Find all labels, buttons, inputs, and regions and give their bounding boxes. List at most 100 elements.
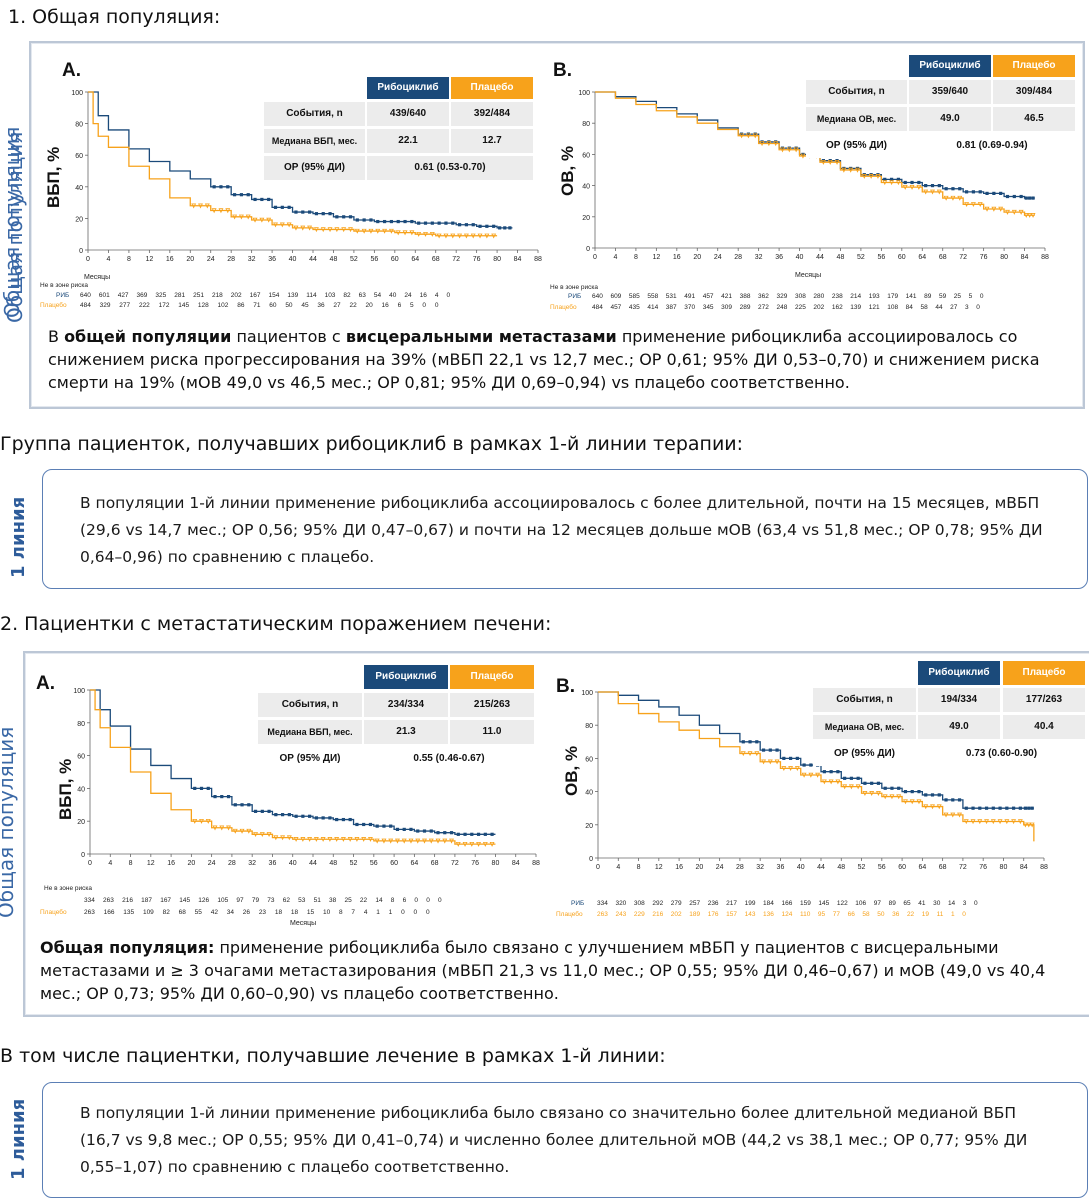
row-median-plc: 46.5	[993, 107, 1075, 131]
x-tick-label: 48	[330, 256, 338, 263]
censor-mark	[999, 191, 1003, 195]
censor-mark	[381, 838, 387, 844]
censor-mark	[423, 221, 428, 225]
censor-mark	[889, 180, 895, 186]
y-tick-label: 0	[81, 852, 85, 859]
censor-mark	[478, 224, 482, 228]
censor-mark	[293, 225, 299, 231]
censor-mark	[443, 233, 449, 239]
censor-mark	[875, 791, 881, 796]
censor-mark	[246, 193, 250, 197]
censor-mark	[1005, 194, 1010, 199]
censor-mark	[300, 837, 306, 842]
censor-mark	[788, 756, 793, 760]
censor-mark	[1012, 194, 1016, 199]
censor-mark	[334, 227, 340, 233]
x-tick-label: 72	[451, 860, 459, 867]
censor-mark	[861, 174, 867, 179]
censor-mark	[219, 185, 223, 189]
x-tick-label: 12	[652, 254, 660, 261]
censor-mark	[334, 837, 340, 842]
censor-mark	[253, 832, 259, 838]
censor-mark	[355, 822, 359, 827]
censor-mark	[745, 133, 751, 139]
censor-mark	[990, 819, 996, 825]
chart1b-risk-rib-label: РИБ	[568, 293, 582, 300]
x-tick-label: 32	[248, 860, 256, 867]
censor-mark	[964, 190, 969, 194]
col-plc-header: Плацебо	[1003, 661, 1085, 685]
censor-mark	[1030, 213, 1036, 218]
censor-mark	[808, 772, 814, 778]
censor-mark	[422, 829, 427, 833]
censor-mark	[308, 814, 312, 818]
x-tick-label: 76	[979, 864, 987, 871]
censor-mark	[992, 191, 996, 195]
y-tick-label: 20	[77, 819, 85, 826]
row-median-plc: 11.0	[450, 720, 534, 744]
censor-mark	[287, 205, 291, 209]
chart2a-risk-plc-label: Плацебо	[40, 909, 67, 916]
censor-mark	[245, 214, 251, 220]
x-tick-label: 48	[837, 254, 845, 261]
y-tick-label: 80	[582, 121, 590, 128]
row-events-plc: 177/263	[1003, 688, 1085, 712]
chart2b-risk-plc-label: Плацебо	[556, 911, 583, 918]
censor-mark	[492, 224, 496, 228]
censor-mark	[273, 222, 278, 228]
x-tick-label: 40	[796, 254, 804, 261]
censor-mark	[863, 781, 867, 785]
x-tick-label: 76	[471, 860, 479, 867]
censor-mark	[882, 180, 888, 186]
x-tick-label: 28	[228, 860, 236, 867]
censor-mark	[1031, 196, 1035, 200]
x-tick-label: 84	[512, 860, 520, 867]
x-tick-label: 12	[147, 860, 155, 867]
censor-mark	[977, 819, 983, 825]
censor-mark	[314, 816, 318, 820]
chart2a-risk-plc: 263 166 135 109 82 68 55 42 34 26 23 18 …	[84, 909, 430, 916]
row-hr-label: ОР (95% ДИ)	[806, 134, 907, 158]
censor-mark	[232, 193, 237, 197]
censor-mark	[300, 225, 306, 231]
censor-mark	[212, 185, 216, 189]
x-tick-label: 68	[431, 860, 439, 867]
row-events-label: События, n	[806, 80, 907, 104]
censor-mark	[464, 223, 469, 227]
col-plc-header: Плацебо	[450, 665, 534, 689]
x-tick-label: 16	[673, 254, 681, 261]
censor-mark	[1030, 806, 1034, 810]
censor-mark	[327, 227, 333, 233]
x-tick-label: 32	[248, 256, 256, 263]
censor-mark	[307, 210, 312, 214]
censor-mark	[409, 827, 413, 831]
censor-mark	[862, 791, 868, 796]
x-tick-label: 16	[675, 864, 683, 871]
censor-mark	[253, 197, 257, 202]
censor-mark	[213, 795, 217, 799]
y-tick-label: 80	[585, 723, 593, 730]
censor-mark	[313, 837, 319, 842]
censor-mark	[1011, 819, 1017, 825]
row-median-label: Медиана ВБП, мес.	[258, 720, 362, 744]
censor-mark	[943, 195, 949, 201]
x-tick-label: 20	[693, 254, 701, 261]
row-events-rib: 234/334	[364, 693, 448, 717]
y-tick-label: 100	[581, 690, 593, 697]
x-tick-label: 24	[208, 860, 216, 867]
censor-mark	[274, 813, 278, 817]
censor-mark	[247, 803, 251, 807]
censor-mark	[313, 227, 319, 233]
censor-mark	[761, 748, 766, 752]
row-events-rib: 359/640	[909, 80, 991, 104]
x-tick-label: 60	[391, 256, 399, 263]
x-tick-label: 72	[959, 864, 967, 871]
censor-mark	[369, 218, 373, 222]
row-median-label: Медиана ВБП, мес.	[264, 129, 365, 153]
censor-mark	[930, 804, 935, 810]
censor-mark	[1024, 196, 1028, 200]
censor-mark	[1023, 806, 1028, 810]
censor-mark	[471, 223, 475, 227]
censor-mark	[882, 794, 888, 800]
